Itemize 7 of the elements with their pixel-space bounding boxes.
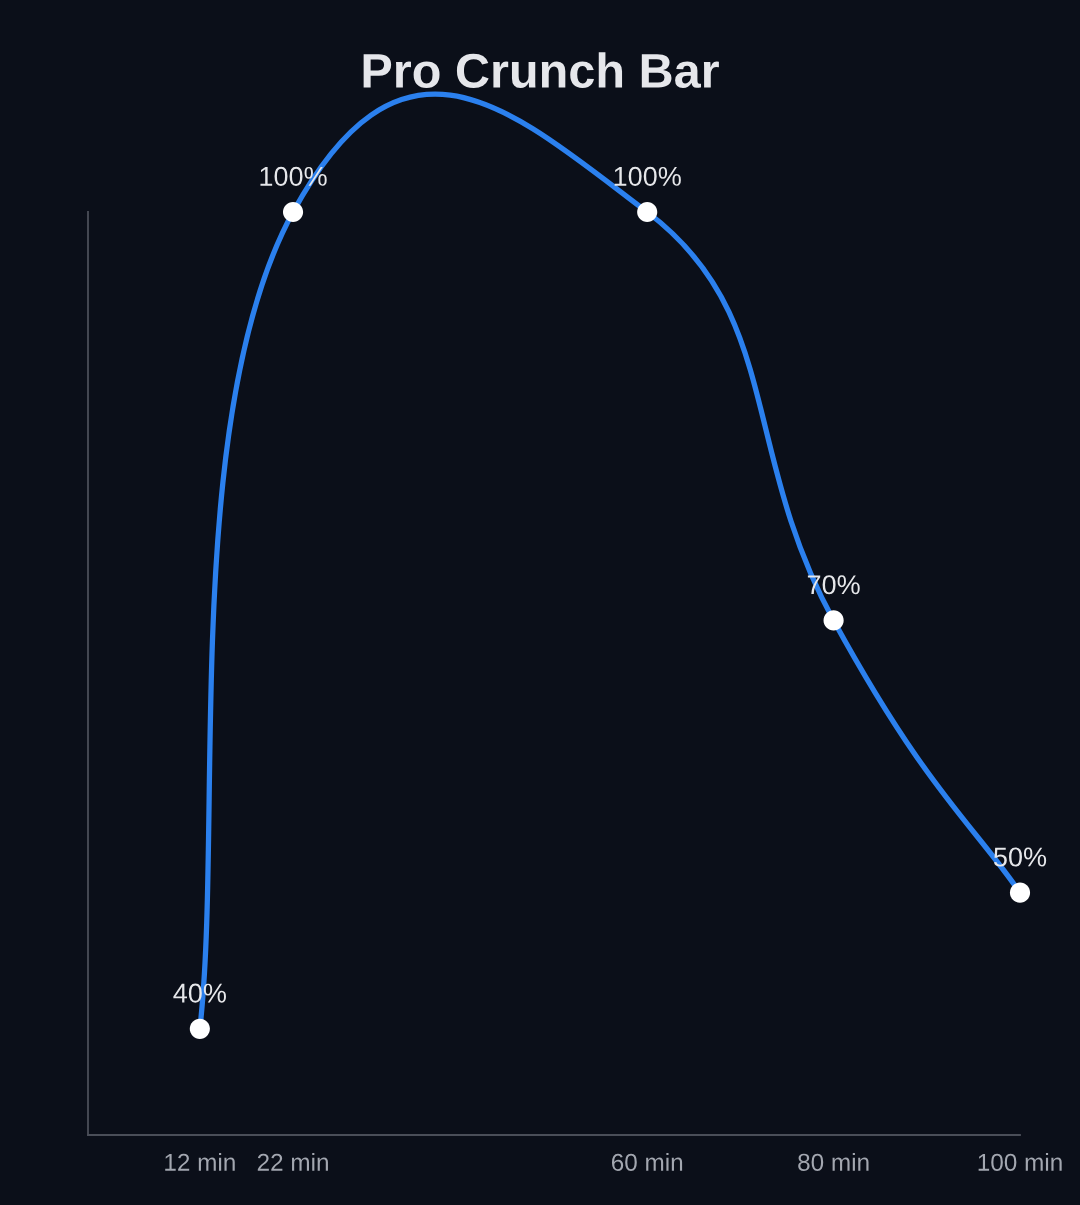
x-tick-label: 60 min: [611, 1153, 683, 1171]
x-tick-label: 80 min: [798, 1153, 869, 1171]
x-tick-label: 22 min: [257, 1153, 328, 1171]
x-tick-label: 100 min: [978, 1153, 1062, 1171]
x-tick-label: 12 min: [165, 1153, 235, 1171]
data-label: 100%: [614, 166, 681, 186]
chart-title: Pro Crunch Bar: [363, 52, 719, 89]
